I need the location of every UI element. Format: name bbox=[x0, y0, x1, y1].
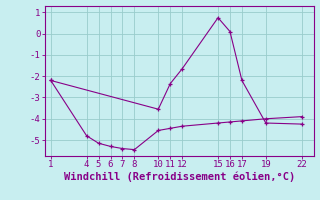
X-axis label: Windchill (Refroidissement éolien,°C): Windchill (Refroidissement éolien,°C) bbox=[64, 172, 295, 182]
